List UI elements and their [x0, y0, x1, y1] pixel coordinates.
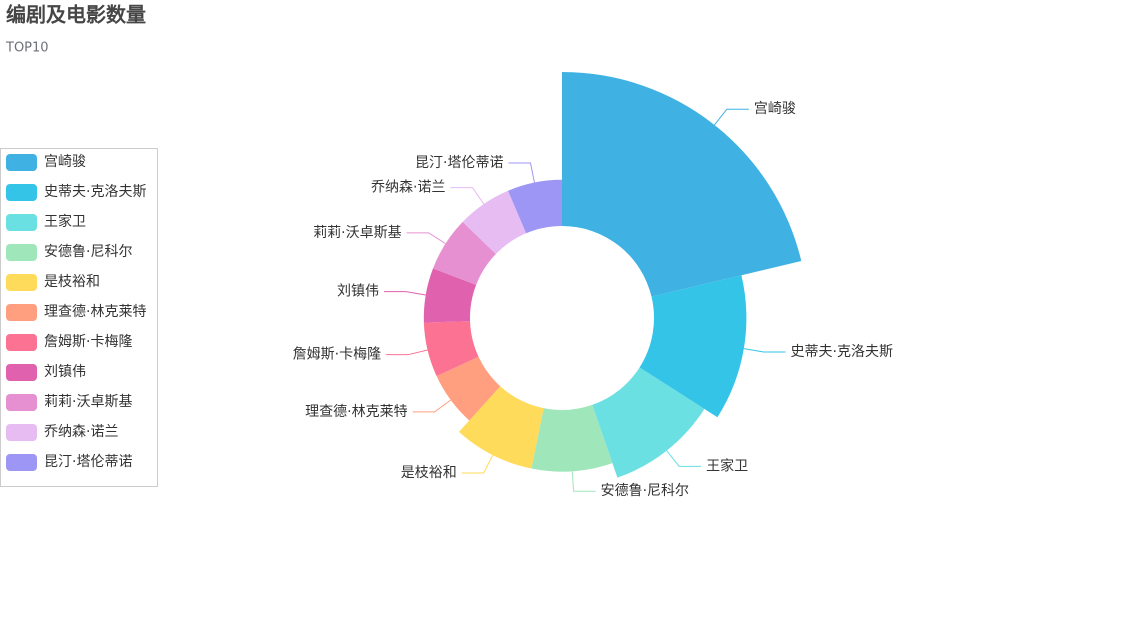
leader-line: [571, 471, 596, 492]
slice-label: 王家卫: [706, 457, 748, 474]
leader-line: [406, 232, 446, 245]
rose-slice: [462, 190, 527, 255]
legend-label[interactable]: 刘镇伟: [44, 364, 86, 380]
rose-slice: [592, 367, 705, 478]
rose-slice: [562, 72, 802, 297]
leader-line: [450, 187, 485, 205]
legend-label[interactable]: 史蒂夫·克洛夫斯: [44, 184, 146, 200]
legend-swatch[interactable]: [6, 184, 37, 201]
legend-label[interactable]: 安德鲁·尼科尔: [44, 244, 132, 260]
legend-label[interactable]: 詹姆斯·卡梅隆: [44, 334, 132, 350]
chart-title: 编剧及电影数量: [6, 3, 146, 27]
legend-label[interactable]: 乔纳森·诺兰: [44, 424, 118, 440]
rose-slice: [423, 268, 477, 323]
slice-label: 是枝裕和: [401, 465, 457, 481]
leader-line: [384, 291, 426, 296]
slice-label: 乔纳森·诺兰: [371, 180, 445, 196]
slice-label: 詹姆斯·卡梅隆: [293, 347, 381, 363]
slice-label: 刘镇伟: [337, 284, 379, 300]
slice-label: 昆汀·塔伦蒂诺: [415, 155, 503, 171]
legend-swatch[interactable]: [6, 304, 37, 321]
leader-line: [412, 399, 452, 413]
legend-swatch[interactable]: [6, 274, 37, 291]
leader-line: [461, 454, 494, 474]
legend-swatch[interactable]: [6, 364, 37, 381]
leader-line: [386, 349, 428, 356]
slice-label: 莉莉·沃卓斯基: [313, 224, 401, 241]
rose-slice: [458, 386, 544, 469]
slice-label: 安德鲁·尼科尔: [601, 483, 689, 499]
rose-slice: [531, 404, 613, 472]
slice-label: 宫崎骏: [754, 101, 796, 117]
legend-swatch[interactable]: [6, 394, 37, 411]
rose-slice: [639, 275, 747, 418]
legend-swatch[interactable]: [6, 424, 37, 441]
slice-label: 史蒂夫·克洛夫斯: [791, 344, 893, 360]
legend-label[interactable]: 是枝裕和: [44, 274, 100, 290]
legend-label[interactable]: 昆汀·塔伦蒂诺: [44, 454, 132, 470]
rose-slice: [433, 221, 496, 285]
legend-label[interactable]: 王家卫: [44, 213, 86, 230]
leader-line: [508, 162, 535, 183]
leader-line: [666, 450, 702, 467]
legend-swatch[interactable]: [6, 334, 37, 351]
leader-line: [743, 348, 786, 353]
legend-swatch[interactable]: [6, 214, 37, 231]
legend-label[interactable]: 宫崎骏: [44, 154, 86, 170]
legend-swatch[interactable]: [6, 244, 37, 261]
legend-swatch[interactable]: [6, 454, 37, 471]
chart-subtitle: TOP10: [5, 41, 49, 56]
rose-slice: [508, 179, 562, 234]
rose-slice: [436, 356, 501, 421]
rose-slice: [423, 321, 479, 377]
legend-label[interactable]: 理查德·林克莱特: [44, 304, 146, 320]
slice-label: 理查德·林克莱特: [305, 404, 407, 420]
leader-line: [714, 108, 749, 126]
legend-label[interactable]: 莉莉·沃卓斯基: [44, 393, 132, 410]
legend-swatch[interactable]: [6, 154, 37, 171]
